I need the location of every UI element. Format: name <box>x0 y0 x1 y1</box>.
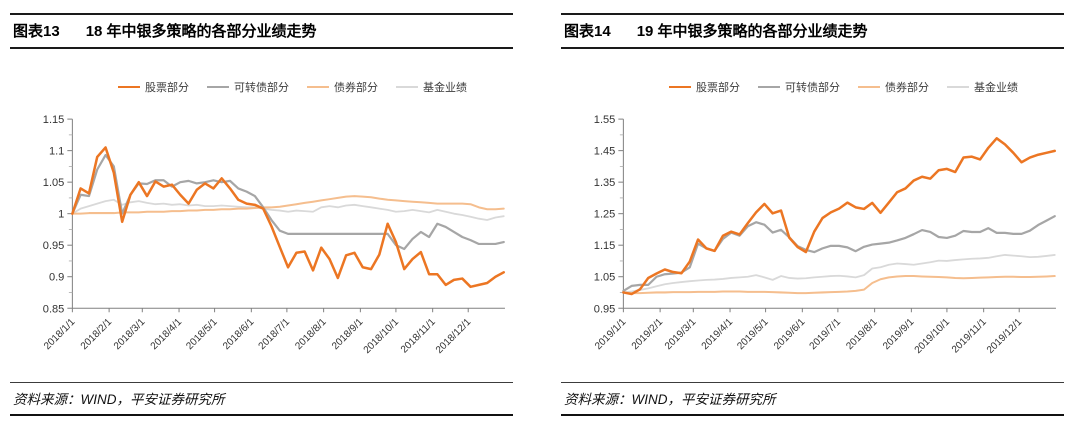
legend-swatch-bond <box>307 85 329 89</box>
y-tick-label: 1.35 <box>594 177 616 189</box>
legend-label: 股票部分 <box>696 82 740 94</box>
x-tick-label: 2019/6/1 <box>772 316 808 352</box>
y-tick-label: 0.95 <box>594 303 616 315</box>
legend-swatch-convertible-bond <box>207 85 229 89</box>
series-line-stock <box>71 146 506 289</box>
x-tick-label: 2019/2/1 <box>630 316 666 352</box>
series-line-stock <box>622 137 1057 296</box>
x-tick-label: 2019/11/1 <box>950 316 989 355</box>
legend-swatch-bond <box>858 85 880 89</box>
legend-label: 股票部分 <box>145 82 189 94</box>
x-tick-label: 2019/4/1 <box>700 316 736 352</box>
x-tick-label: 2018/1/1 <box>42 316 78 352</box>
legend-item-bond: 债券部分 <box>858 79 929 95</box>
y-tick-label: 0.95 <box>43 240 65 252</box>
y-tick-label: 1.15 <box>43 114 65 126</box>
y-tick-label: 1.25 <box>594 209 616 221</box>
x-tick-label: 2018/10/1 <box>362 316 402 356</box>
y-tick-label: 1.55 <box>594 114 616 126</box>
x-tick-label: 2018/8/1 <box>293 316 329 352</box>
figure-number: 图表14 <box>564 23 611 40</box>
series-line-fund <box>71 198 505 221</box>
x-tick-label: 2019/3/1 <box>663 316 699 352</box>
y-tick-label: 1.05 <box>43 177 65 189</box>
x-tick-label: 2019/10/1 <box>913 316 953 356</box>
figure-panel-2018: 图表13 18 年中银多策略的各部分业绩走势 股票部分 可转债部分 债券部分 基金业绩… <box>10 13 513 416</box>
y-tick-label: 0.85 <box>43 303 65 315</box>
figure-title-text: 18 年中银多策略的各部分业绩走势 <box>85 23 317 40</box>
y-tick-label: 1.05 <box>594 272 616 284</box>
figure-title-text: 19 年中银多策略的各部分业绩走势 <box>636 23 868 40</box>
x-tick-label: 2019/9/1 <box>881 316 917 352</box>
legend-label: 基金业绩 <box>423 82 467 94</box>
legend-item-convertible-bond: 可转债部分 <box>758 79 840 95</box>
figure-number: 图表13 <box>13 23 60 40</box>
x-tick-label: 2019/8/1 <box>844 316 880 352</box>
legend-swatch-fund <box>396 85 418 89</box>
figure-panel-2019: 图表14 19 年中银多策略的各部分业绩走势 股票部分 可转债部分 债券部分 基金业绩… <box>561 13 1064 416</box>
legend-item-stock: 股票部分 <box>669 79 740 95</box>
x-tick-label: 2018/3/1 <box>112 316 148 352</box>
series-line-bond <box>71 195 505 215</box>
series-line-convertible-bond <box>622 215 1056 293</box>
x-tick-label: 2019/12/1 <box>985 316 1025 356</box>
x-tick-label: 2018/11/1 <box>399 316 438 355</box>
legend-swatch-fund <box>947 85 969 89</box>
legend-item-fund: 基金业绩 <box>396 79 467 95</box>
legend-label: 可转债部分 <box>234 82 289 94</box>
figure-title-2018: 图表13 18 年中银多策略的各部分业绩走势 <box>10 13 513 49</box>
legend-label: 可转债部分 <box>785 82 840 94</box>
legend-label: 基金业绩 <box>974 82 1018 94</box>
legend-swatch-convertible-bond <box>758 85 780 89</box>
y-tick-label: 1.1 <box>49 146 64 158</box>
legend-item-convertible-bond: 可转债部分 <box>207 79 289 95</box>
x-tick-label: 2018/2/1 <box>79 316 115 352</box>
legend-swatch-stock <box>669 85 691 89</box>
chart-legend: 股票部分 可转债部分 债券部分 基金业绩 <box>623 79 1064 95</box>
x-tick-label: 2018/6/1 <box>221 316 257 352</box>
y-tick-label: 1.45 <box>594 146 616 158</box>
legend-item-fund: 基金业绩 <box>947 79 1018 95</box>
x-tick-label: 2018/5/1 <box>184 316 220 352</box>
legend-item-bond: 债券部分 <box>307 79 378 95</box>
chart-legend: 股票部分 可转债部分 债券部分 基金业绩 <box>72 79 513 95</box>
series-line-convertible-bond <box>71 153 505 251</box>
x-tick-label: 2018/4/1 <box>149 316 185 352</box>
source-note: 资料来源：WIND，平安证券研究所 <box>10 381 513 416</box>
legend-swatch-stock <box>118 85 140 89</box>
series-line-bond <box>622 275 1056 295</box>
y-tick-label: 1.15 <box>594 240 616 252</box>
y-tick-label: 0.9 <box>49 272 64 284</box>
legend-label: 债券部分 <box>334 82 378 94</box>
x-tick-label: 2018/12/1 <box>434 316 474 356</box>
x-tick-label: 2019/1/1 <box>593 316 629 352</box>
legend-item-stock: 股票部分 <box>118 79 189 95</box>
legend-label: 债券部分 <box>885 82 929 94</box>
x-tick-label: 2018/9/1 <box>330 316 366 352</box>
x-tick-label: 2019/5/1 <box>735 316 771 352</box>
y-tick-label: 1 <box>58 209 64 221</box>
x-tick-label: 2019/7/1 <box>808 316 844 352</box>
source-note: 资料来源：WIND，平安证券研究所 <box>561 381 1064 416</box>
x-tick-label: 2018/7/1 <box>257 316 293 352</box>
figure-title-2019: 图表14 19 年中银多策略的各部分业绩走势 <box>561 13 1064 49</box>
series-line-fund <box>622 254 1056 294</box>
